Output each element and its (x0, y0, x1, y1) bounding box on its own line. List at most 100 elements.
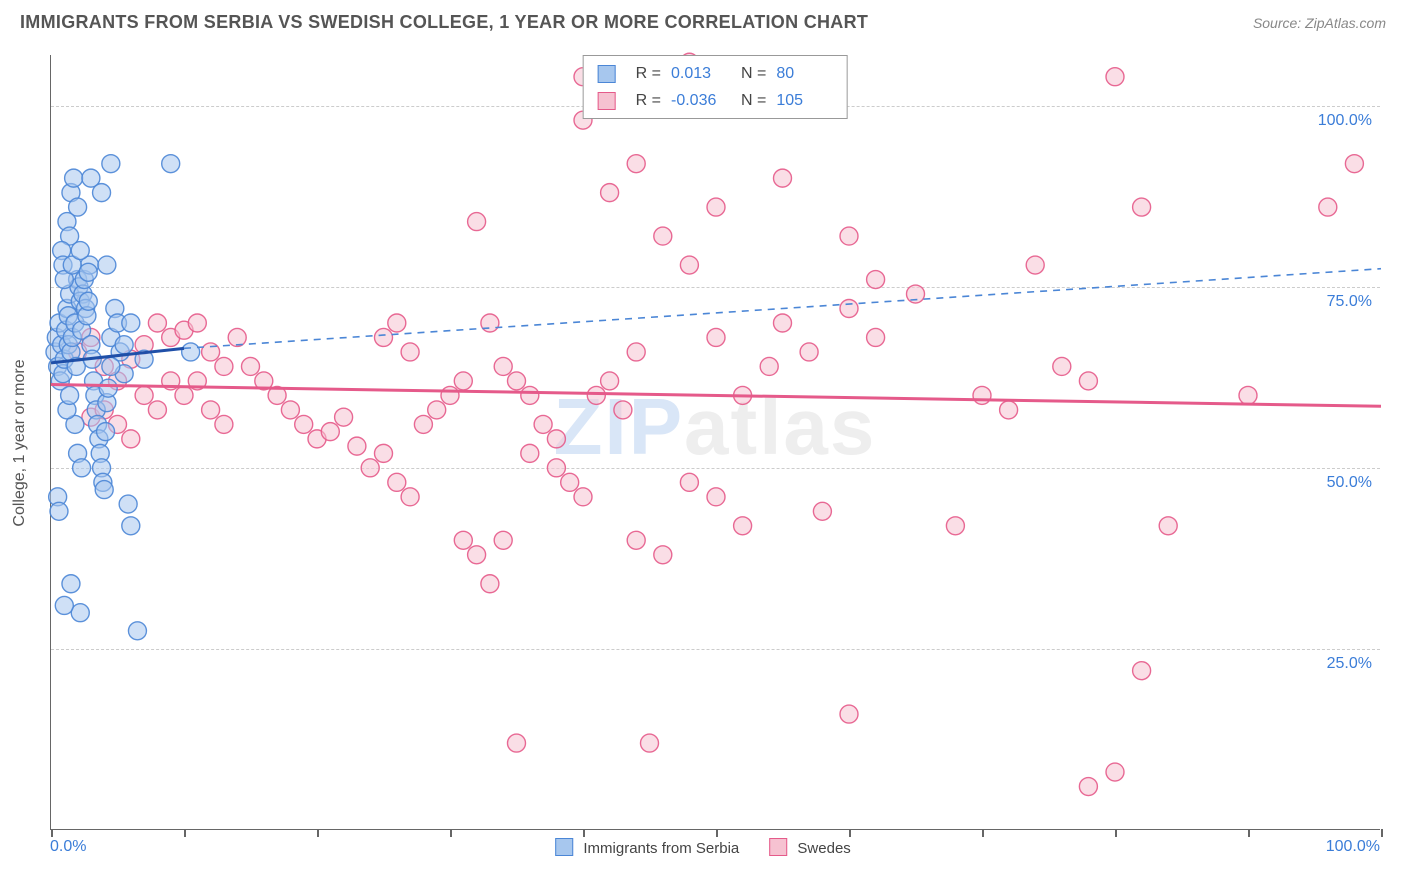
data-point (115, 336, 133, 354)
x-tick (849, 829, 851, 837)
n-label-2: N = (741, 87, 766, 114)
trend-line (184, 269, 1381, 349)
data-point (508, 372, 526, 390)
data-point (734, 517, 752, 535)
x-tick (184, 829, 186, 837)
scatter-svg (51, 55, 1380, 829)
data-point (428, 401, 446, 419)
chart-source: Source: ZipAtlas.com (1253, 15, 1386, 31)
data-point (93, 184, 111, 202)
chart-title: IMMIGRANTS FROM SERBIA VS SWEDISH COLLEG… (20, 12, 868, 33)
data-point (102, 357, 120, 375)
data-point (1345, 155, 1363, 173)
data-point (71, 604, 89, 622)
x-tick (1115, 829, 1117, 837)
data-point (574, 488, 592, 506)
data-point (840, 300, 858, 318)
data-point (1133, 662, 1151, 680)
data-point (680, 256, 698, 274)
x-tick (450, 829, 452, 837)
data-point (867, 328, 885, 346)
data-point (388, 473, 406, 491)
data-point (388, 314, 406, 332)
data-point (494, 531, 512, 549)
data-point (707, 198, 725, 216)
swatch-serbia-icon (555, 838, 573, 856)
data-point (414, 415, 432, 433)
data-point (71, 242, 89, 260)
data-point (321, 423, 339, 441)
data-point (1026, 256, 1044, 274)
data-point (521, 444, 539, 462)
data-point (215, 415, 233, 433)
data-point (361, 459, 379, 477)
data-point (281, 401, 299, 419)
data-point (162, 155, 180, 173)
data-point (119, 495, 137, 513)
data-point (348, 437, 366, 455)
data-point (627, 531, 645, 549)
data-point (1079, 778, 1097, 796)
data-point (547, 430, 565, 448)
data-point (128, 622, 146, 640)
y-axis-label: College, 1 year or more (11, 359, 29, 526)
data-point (813, 502, 831, 520)
data-point (202, 401, 220, 419)
data-point (62, 575, 80, 593)
data-point (601, 372, 619, 390)
data-point (182, 343, 200, 361)
data-point (627, 343, 645, 361)
data-point (335, 408, 353, 426)
serbia-n-value: 80 (776, 60, 832, 87)
serbia-r-value: 0.013 (671, 60, 727, 87)
data-point (587, 386, 605, 404)
data-point (55, 596, 73, 614)
data-point (148, 314, 166, 332)
data-point (122, 430, 140, 448)
data-point (95, 481, 113, 499)
data-point (468, 546, 486, 564)
data-point (627, 155, 645, 173)
data-point (122, 517, 140, 535)
data-point (508, 734, 526, 752)
data-point (534, 415, 552, 433)
data-point (601, 184, 619, 202)
legend-item-serbia: Immigrants from Serbia (555, 838, 739, 857)
data-point (494, 357, 512, 375)
x-tick-label-max: 100.0% (1326, 838, 1380, 856)
x-tick (716, 829, 718, 837)
data-point (50, 502, 68, 520)
data-point (867, 271, 885, 289)
data-point (401, 488, 419, 506)
data-point (122, 314, 140, 332)
data-point (840, 227, 858, 245)
data-point (481, 575, 499, 593)
data-point (760, 357, 778, 375)
data-point (614, 401, 632, 419)
r-label: R = (636, 60, 661, 87)
swedes-r-value: -0.036 (671, 87, 727, 114)
swatch-swedes-icon (598, 92, 616, 110)
data-point (707, 328, 725, 346)
data-point (375, 444, 393, 462)
data-point (228, 328, 246, 346)
data-point (774, 169, 792, 187)
plot-region: 25.0%50.0%75.0%100.0% (50, 55, 1380, 830)
data-point (441, 386, 459, 404)
data-point (1106, 68, 1124, 86)
n-label: N = (741, 60, 766, 87)
data-point (707, 488, 725, 506)
x-tick (317, 829, 319, 837)
data-point (1133, 198, 1151, 216)
data-point (102, 155, 120, 173)
legend-item-swedes: Swedes (769, 838, 851, 857)
x-tick (583, 829, 585, 837)
data-point (800, 343, 818, 361)
data-point (65, 169, 83, 187)
data-point (481, 314, 499, 332)
data-point (1239, 386, 1257, 404)
data-point (401, 343, 419, 361)
data-point (774, 314, 792, 332)
data-point (521, 386, 539, 404)
legend-label-serbia: Immigrants from Serbia (583, 840, 739, 857)
